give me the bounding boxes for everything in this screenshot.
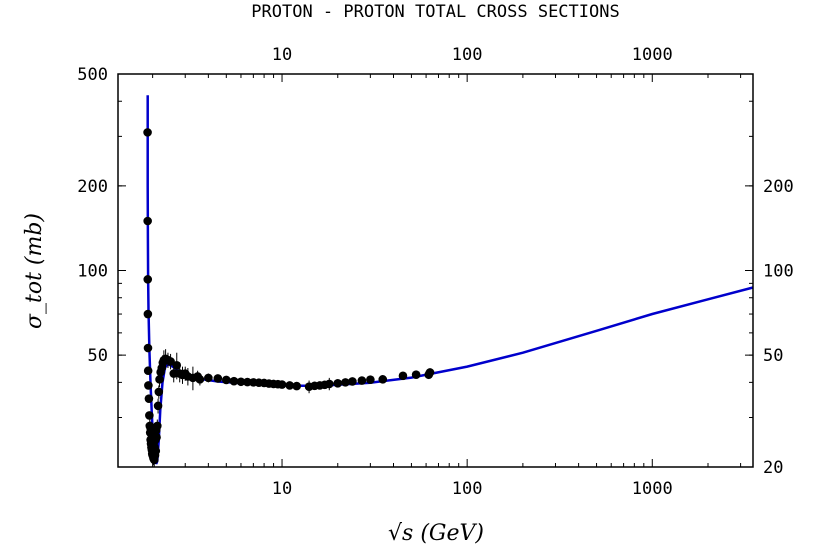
data-point: [145, 411, 154, 420]
data-point: [144, 381, 153, 390]
data-point: [426, 368, 435, 377]
y-axis-label: σ_tot (mb): [22, 213, 47, 329]
plot-frame: [118, 74, 753, 467]
data-point: [155, 375, 164, 384]
data-point: [143, 275, 152, 284]
data-point: [399, 372, 408, 381]
data-points-layer: [143, 128, 434, 467]
data-point: [204, 374, 213, 383]
data-point: [143, 217, 152, 226]
x-axis-label: √s (GeV): [388, 521, 484, 546]
fit-curve-layer: [148, 95, 753, 464]
data-point: [333, 379, 342, 388]
x-tick-label-top: 10: [272, 45, 292, 65]
data-point: [325, 380, 334, 389]
data-point: [144, 310, 153, 319]
data-point: [154, 402, 163, 411]
data-point: [145, 394, 154, 403]
x-tick-label-top: 100: [452, 45, 483, 65]
data-point: [196, 375, 205, 384]
y-tick-label: 500: [77, 65, 108, 85]
ticks-layer: 10 10 100 100 1000 1000 50 100 200 500 20 50 100 200: [77, 45, 793, 499]
y-tick-label-right: 50: [763, 346, 783, 366]
y-tick-label-right: 100: [763, 262, 794, 282]
data-point: [153, 422, 162, 431]
x-tick-label: 10: [272, 479, 292, 499]
x-tick-label: 100: [452, 479, 483, 499]
data-point: [278, 380, 287, 389]
data-point: [378, 375, 387, 384]
y-tick-label-right: 200: [763, 177, 794, 197]
y-tick-label: 200: [77, 177, 108, 197]
data-point: [348, 377, 357, 386]
data-point: [143, 128, 152, 137]
data-point: [412, 370, 421, 379]
data-point: [150, 443, 159, 452]
y-tick-label-right: 20: [763, 458, 783, 478]
x-tick-label-top: 1000: [632, 45, 673, 65]
data-point: [366, 375, 375, 384]
data-point: [222, 376, 231, 385]
data-point: [144, 366, 153, 375]
data-point: [214, 374, 223, 383]
data-point: [144, 344, 153, 353]
data-point: [152, 433, 161, 442]
data-point: [155, 388, 164, 397]
x-tick-label: 1000: [632, 479, 673, 499]
fit-curve: [148, 95, 753, 464]
data-point: [292, 382, 301, 391]
data-point: [358, 376, 367, 385]
y-tick-label: 50: [88, 346, 108, 366]
y-tick-label: 100: [77, 262, 108, 282]
